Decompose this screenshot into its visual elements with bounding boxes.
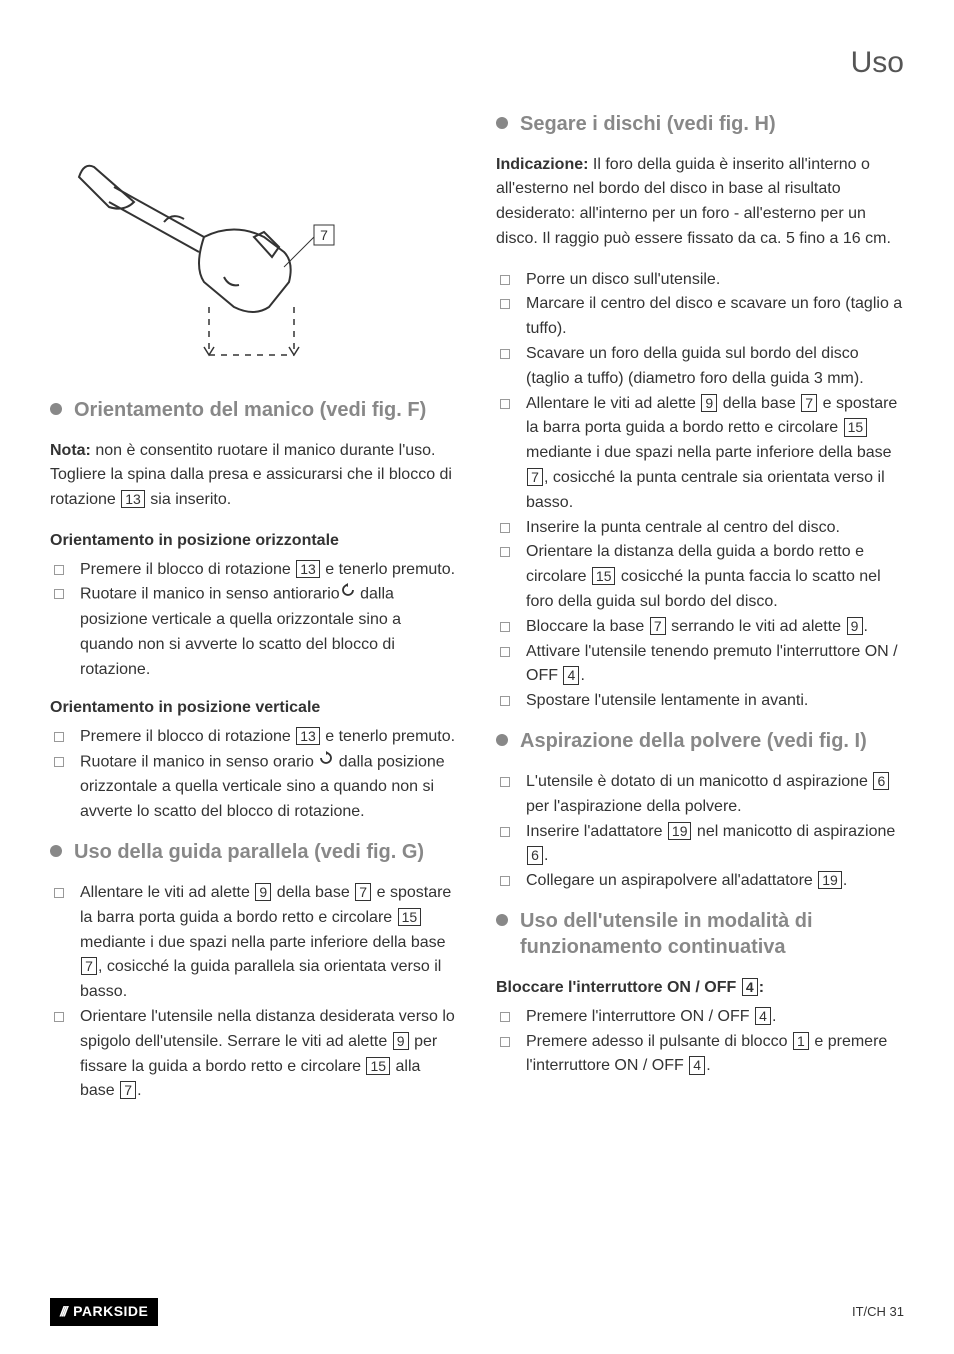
- section-dust-suction: Aspirazione della polvere (vedi fig. I): [496, 728, 904, 754]
- list-item: Spostare l'utensile lentamente in avanti…: [496, 689, 904, 714]
- content-columns: 7 Orientamento del manico (vedi fig. F) …: [50, 107, 904, 1119]
- list-item: Premere il blocco di rotazione 13 e tene…: [50, 725, 458, 750]
- list-item: Collegare un aspirapolvere all'adattator…: [496, 869, 904, 894]
- bullet-icon: [496, 734, 508, 746]
- sub-block-switch: Bloccare l'interruttore ON / OFF 4:: [496, 976, 904, 1001]
- list-item: Porre un disco sull'utensile.: [496, 268, 904, 293]
- nota-paragraph: Nota: non è consentito ruotare il manico…: [50, 439, 458, 513]
- heading-text: Uso della guida parallela (vedi fig. G): [74, 839, 424, 865]
- list-discs: Porre un disco sull'utensile. Marcare il…: [496, 268, 904, 714]
- list-item: L'utensile è dotato di un manicotto d as…: [496, 770, 904, 820]
- heading-text: Orientamento del manico (vedi fig. F): [74, 397, 426, 423]
- list-item: Premere il blocco di rotazione 13 e tene…: [50, 558, 458, 583]
- section-handle-orientation: Orientamento del manico (vedi fig. F): [50, 397, 458, 423]
- list-item: Inserire la punta centrale al centro del…: [496, 516, 904, 541]
- list-item: Ruotare il manico in senso orario dalla …: [50, 750, 458, 825]
- sub-vertical: Orientamento in posizione verticale: [50, 696, 458, 721]
- list-item: Inserire l'adattatore 19 nel manicotto d…: [496, 820, 904, 870]
- ccw-arrow-icon: [340, 582, 356, 607]
- list-item: Ruotare il manico in senso antiorario da…: [50, 582, 458, 682]
- list-horizontal: Premere il blocco di rotazione 13 e tene…: [50, 558, 458, 683]
- sub-horizontal: Orientamento in posizione orizzontale: [50, 529, 458, 554]
- page-header: Uso: [50, 40, 904, 87]
- heading-text: Aspirazione della polvere (vedi fig. I): [520, 728, 867, 754]
- list-item: Allentare le viti ad alette 9 della base…: [50, 881, 458, 1005]
- heading-text: Uso dell'utensile in modalità di funzion…: [520, 908, 904, 960]
- list-item: Bloccare la base 7 serrando le viti ad a…: [496, 615, 904, 640]
- list-item: Orientare la distanza della guida a bord…: [496, 540, 904, 614]
- bullet-icon: [496, 914, 508, 926]
- tool-illustration: 7: [50, 107, 458, 367]
- bullet-icon: [50, 403, 62, 415]
- brand-badge: /// PARKSIDE: [50, 1298, 158, 1326]
- list-item: Premere l'interruttore ON / OFF 4.: [496, 1005, 904, 1030]
- list-item: Allentare le viti ad alette 9 della base…: [496, 392, 904, 516]
- section-parallel-guide: Uso della guida parallela (vedi fig. G): [50, 839, 458, 865]
- list-block: Premere l'interruttore ON / OFF 4. Preme…: [496, 1005, 904, 1079]
- page-footer: /// PARKSIDE IT/CH 31: [50, 1298, 904, 1326]
- section-continuous-mode: Uso dell'utensile in modalità di funzion…: [496, 908, 904, 960]
- list-item: Marcare il centro del disco e scavare un…: [496, 292, 904, 342]
- list-item: Scavare un foro della guida sul bordo de…: [496, 342, 904, 392]
- right-column: Segare i dischi (vedi fig. H) Indicazion…: [496, 107, 904, 1119]
- indicazione-paragraph: Indicazione: Il foro della guida è inser…: [496, 153, 904, 252]
- list-guide: Allentare le viti ad alette 9 della base…: [50, 881, 458, 1104]
- bullet-icon: [496, 117, 508, 129]
- page-number: IT/CH 31: [852, 1302, 904, 1322]
- callout-7: 7: [320, 227, 328, 243]
- list-item: Attivare l'utensile tenendo premuto l'in…: [496, 640, 904, 690]
- left-column: 7 Orientamento del manico (vedi fig. F) …: [50, 107, 458, 1119]
- section-saw-discs: Segare i dischi (vedi fig. H): [496, 111, 904, 137]
- list-vertical: Premere il blocco di rotazione 13 e tene…: [50, 725, 458, 825]
- list-item: Orientare l'utensile nella distanza desi…: [50, 1005, 458, 1104]
- heading-text: Segare i dischi (vedi fig. H): [520, 111, 776, 137]
- list-suction: L'utensile è dotato di un manicotto d as…: [496, 770, 904, 894]
- bullet-icon: [50, 845, 62, 857]
- list-item: Premere adesso il pulsante di blocco 1 e…: [496, 1030, 904, 1080]
- cw-arrow-icon: [318, 750, 334, 775]
